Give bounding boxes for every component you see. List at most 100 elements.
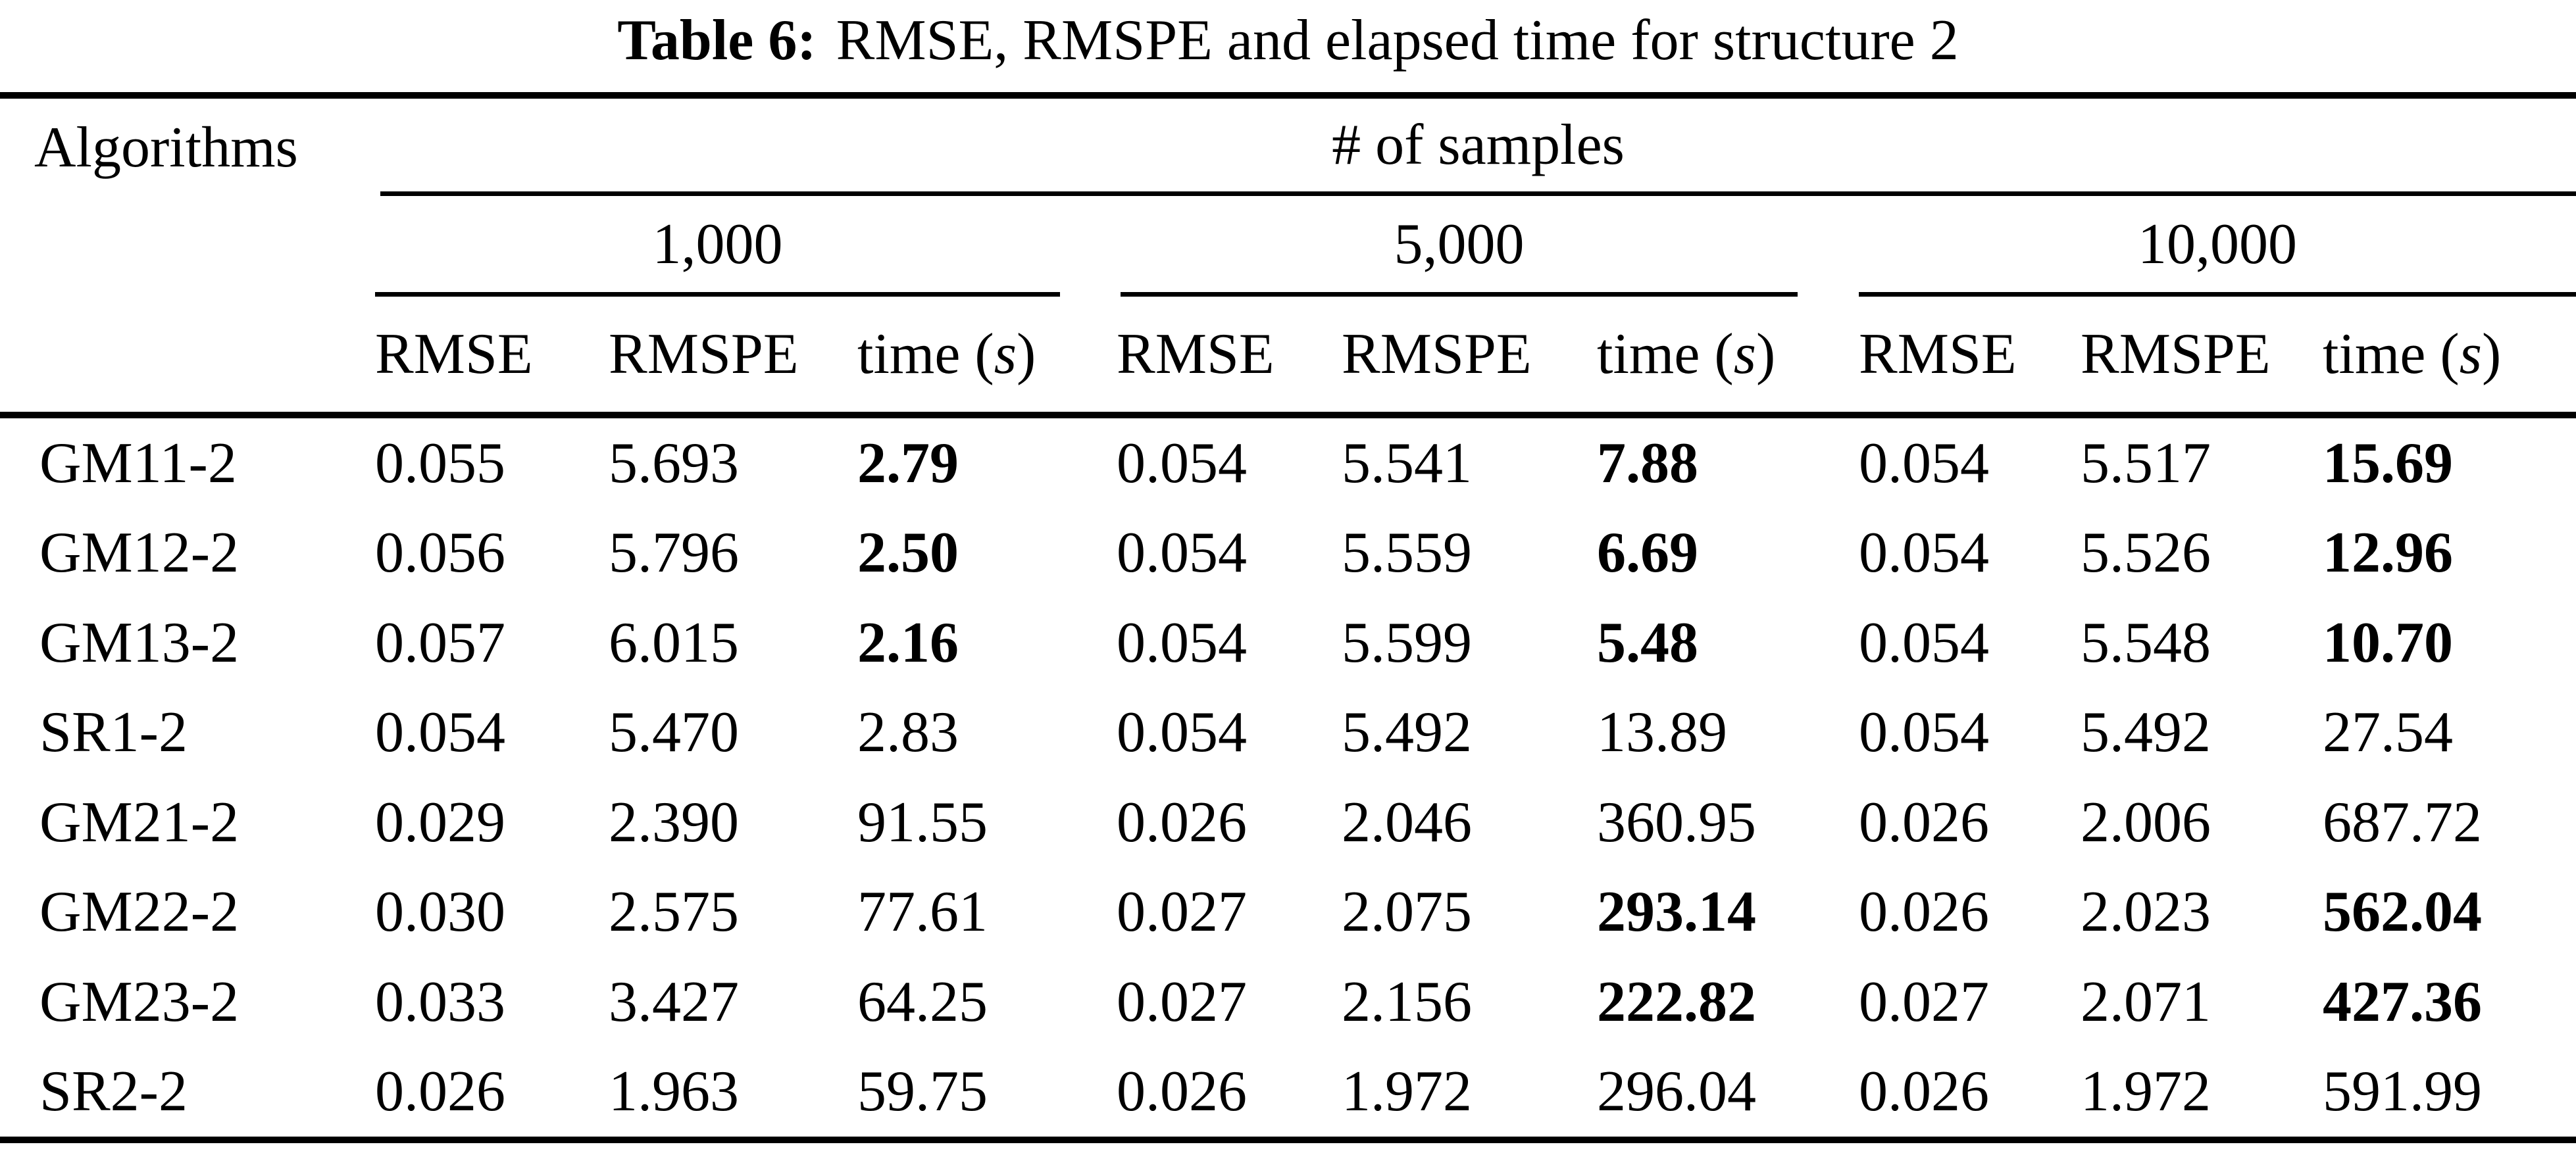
value-cell: 222.82 — [1597, 970, 1756, 1034]
value-cell: 360.95 — [1597, 790, 1756, 854]
group-10000-underline: 10,000 — [1859, 196, 2576, 297]
value-cell: 5.559 — [1342, 521, 1472, 585]
row-label: GM12-2 — [39, 521, 240, 585]
value-cell: 2.023 — [2081, 880, 2211, 945]
subheader-rmse-5000: RMSE — [1117, 322, 1275, 386]
value-cell: 2.046 — [1342, 790, 1472, 854]
table-caption: Table 6: RMSE, RMSPE and elapsed time fo… — [0, 0, 2576, 92]
time-label-prefix: time ( — [2323, 322, 2460, 386]
value-cell: 1.963 — [609, 1060, 739, 1124]
value-cell: 91.55 — [857, 790, 988, 854]
header-row-3: RMSE RMSPE time (s) RMSE RMSPE time (s) … — [0, 297, 2576, 412]
value-cell: 5.48 — [1597, 610, 1698, 675]
value-cell: 0.054 — [375, 700, 505, 765]
value-cell: 2.50 — [857, 521, 959, 585]
time-label-unit: s — [1733, 322, 1756, 386]
header-row-1: Algorithms # of samples — [0, 99, 2576, 196]
value-cell: 0.054 — [1859, 700, 1989, 765]
row-label: SR2-2 — [39, 1060, 188, 1124]
table-row: SR1-2 0.054 5.470 2.83 0.054 5.492 13.89… — [0, 688, 2576, 778]
value-cell: 0.054 — [1859, 521, 1989, 585]
header-spacer — [0, 196, 375, 297]
samples-header-cell: # of samples — [375, 99, 2576, 196]
value-cell: 6.69 — [1597, 521, 1698, 585]
time-label-prefix: time ( — [1597, 322, 1734, 386]
value-cell: 5.548 — [2081, 610, 2211, 675]
group-10000-cell: 10,000 — [1859, 196, 2576, 297]
group-1000-label: 1,000 — [652, 212, 783, 276]
value-cell: 562.04 — [2323, 880, 2482, 945]
group-1000-cell: 1,000 — [375, 196, 1117, 297]
bottom-rule — [0, 1137, 2576, 1143]
subheader-rmspe-10000: RMSPE — [2081, 322, 2271, 386]
value-cell: 0.026 — [1859, 790, 1989, 854]
value-cell: 64.25 — [857, 970, 988, 1034]
subheader-rmse-1000: RMSE — [375, 322, 533, 386]
value-cell: 0.054 — [1859, 610, 1989, 675]
value-cell: 293.14 — [1597, 880, 1756, 945]
value-cell: 5.541 — [1342, 431, 1472, 495]
value-cell: 5.693 — [609, 431, 739, 495]
value-cell: 0.033 — [375, 970, 505, 1034]
value-cell: 2.006 — [2081, 790, 2211, 854]
row-label: GM21-2 — [39, 790, 240, 854]
value-cell: 3.427 — [609, 970, 739, 1034]
value-cell: 0.054 — [1117, 610, 1247, 675]
row-label: SR1-2 — [39, 700, 188, 765]
value-cell: 0.026 — [1117, 1060, 1247, 1124]
value-cell: 2.071 — [2081, 970, 2211, 1034]
value-cell: 427.36 — [2323, 970, 2482, 1034]
subheader-rmspe-5000: RMSPE — [1342, 322, 1532, 386]
value-cell: 0.026 — [1859, 880, 1989, 945]
value-cell: 5.517 — [2081, 431, 2211, 495]
value-cell: 0.054 — [1117, 521, 1247, 585]
value-cell: 6.015 — [609, 610, 739, 675]
time-label-unit: s — [2459, 322, 2482, 386]
group-5000-underline: 5,000 — [1121, 196, 1798, 297]
table-row: GM11-2 0.055 5.693 2.79 0.054 5.541 7.88… — [0, 418, 2576, 508]
time-label-suffix: ) — [1755, 322, 1776, 386]
value-cell: 10.70 — [2323, 610, 2453, 675]
value-cell: 0.054 — [1117, 431, 1247, 495]
time-label-suffix: ) — [2481, 322, 2502, 386]
row-label: GM23-2 — [39, 970, 240, 1034]
row-label: GM11-2 — [39, 431, 237, 495]
value-cell: 13.89 — [1597, 700, 1727, 765]
value-cell: 5.470 — [609, 700, 739, 765]
value-cell: 5.492 — [1342, 700, 1472, 765]
row-label: GM22-2 — [39, 880, 240, 945]
header-row-2: 1,000 5,000 10,000 — [0, 196, 2576, 297]
top-rule — [0, 92, 2576, 99]
group-1000-underline: 1,000 — [375, 196, 1060, 297]
value-cell: 27.54 — [2323, 700, 2453, 765]
value-cell: 5.599 — [1342, 610, 1472, 675]
value-cell: 7.88 — [1597, 431, 1698, 495]
row-label: GM13-2 — [39, 610, 240, 675]
value-cell: 0.029 — [375, 790, 505, 854]
table-row: GM22-2 0.030 2.575 77.61 0.027 2.075 293… — [0, 868, 2576, 958]
time-label-prefix: time ( — [857, 322, 994, 386]
table-caption-text: RMSE, RMSPE and elapsed time for structu… — [836, 8, 1959, 72]
value-cell: 2.390 — [609, 790, 739, 854]
value-cell: 77.61 — [857, 880, 988, 945]
value-cell: 591.99 — [2323, 1060, 2482, 1124]
group-5000-label: 5,000 — [1394, 212, 1525, 276]
samples-header-underline: # of samples — [380, 99, 2576, 196]
value-cell: 2.79 — [857, 431, 959, 495]
table-row: GM23-2 0.033 3.427 64.25 0.027 2.156 222… — [0, 957, 2576, 1047]
mid-rule — [0, 412, 2576, 418]
subheader-time-10000: time (s) — [2323, 321, 2576, 387]
table-row: GM21-2 0.029 2.390 91.55 0.026 2.046 360… — [0, 777, 2576, 868]
value-cell: 1.972 — [1342, 1060, 1472, 1124]
table-caption-label: Table 6: — [617, 8, 817, 72]
subheader-rmse-10000: RMSE — [1859, 322, 2017, 386]
value-cell: 0.027 — [1859, 970, 1989, 1034]
table-row: GM13-2 0.057 6.015 2.16 0.054 5.599 5.48… — [0, 598, 2576, 688]
value-cell: 59.75 — [857, 1060, 988, 1124]
time-label-suffix: ) — [1016, 322, 1036, 386]
table-row: SR2-2 0.026 1.963 59.75 0.026 1.972 296.… — [0, 1047, 2576, 1137]
subheader-rmspe-1000: RMSPE — [609, 322, 799, 386]
value-cell: 2.16 — [857, 610, 959, 675]
value-cell: 2.83 — [857, 700, 959, 765]
